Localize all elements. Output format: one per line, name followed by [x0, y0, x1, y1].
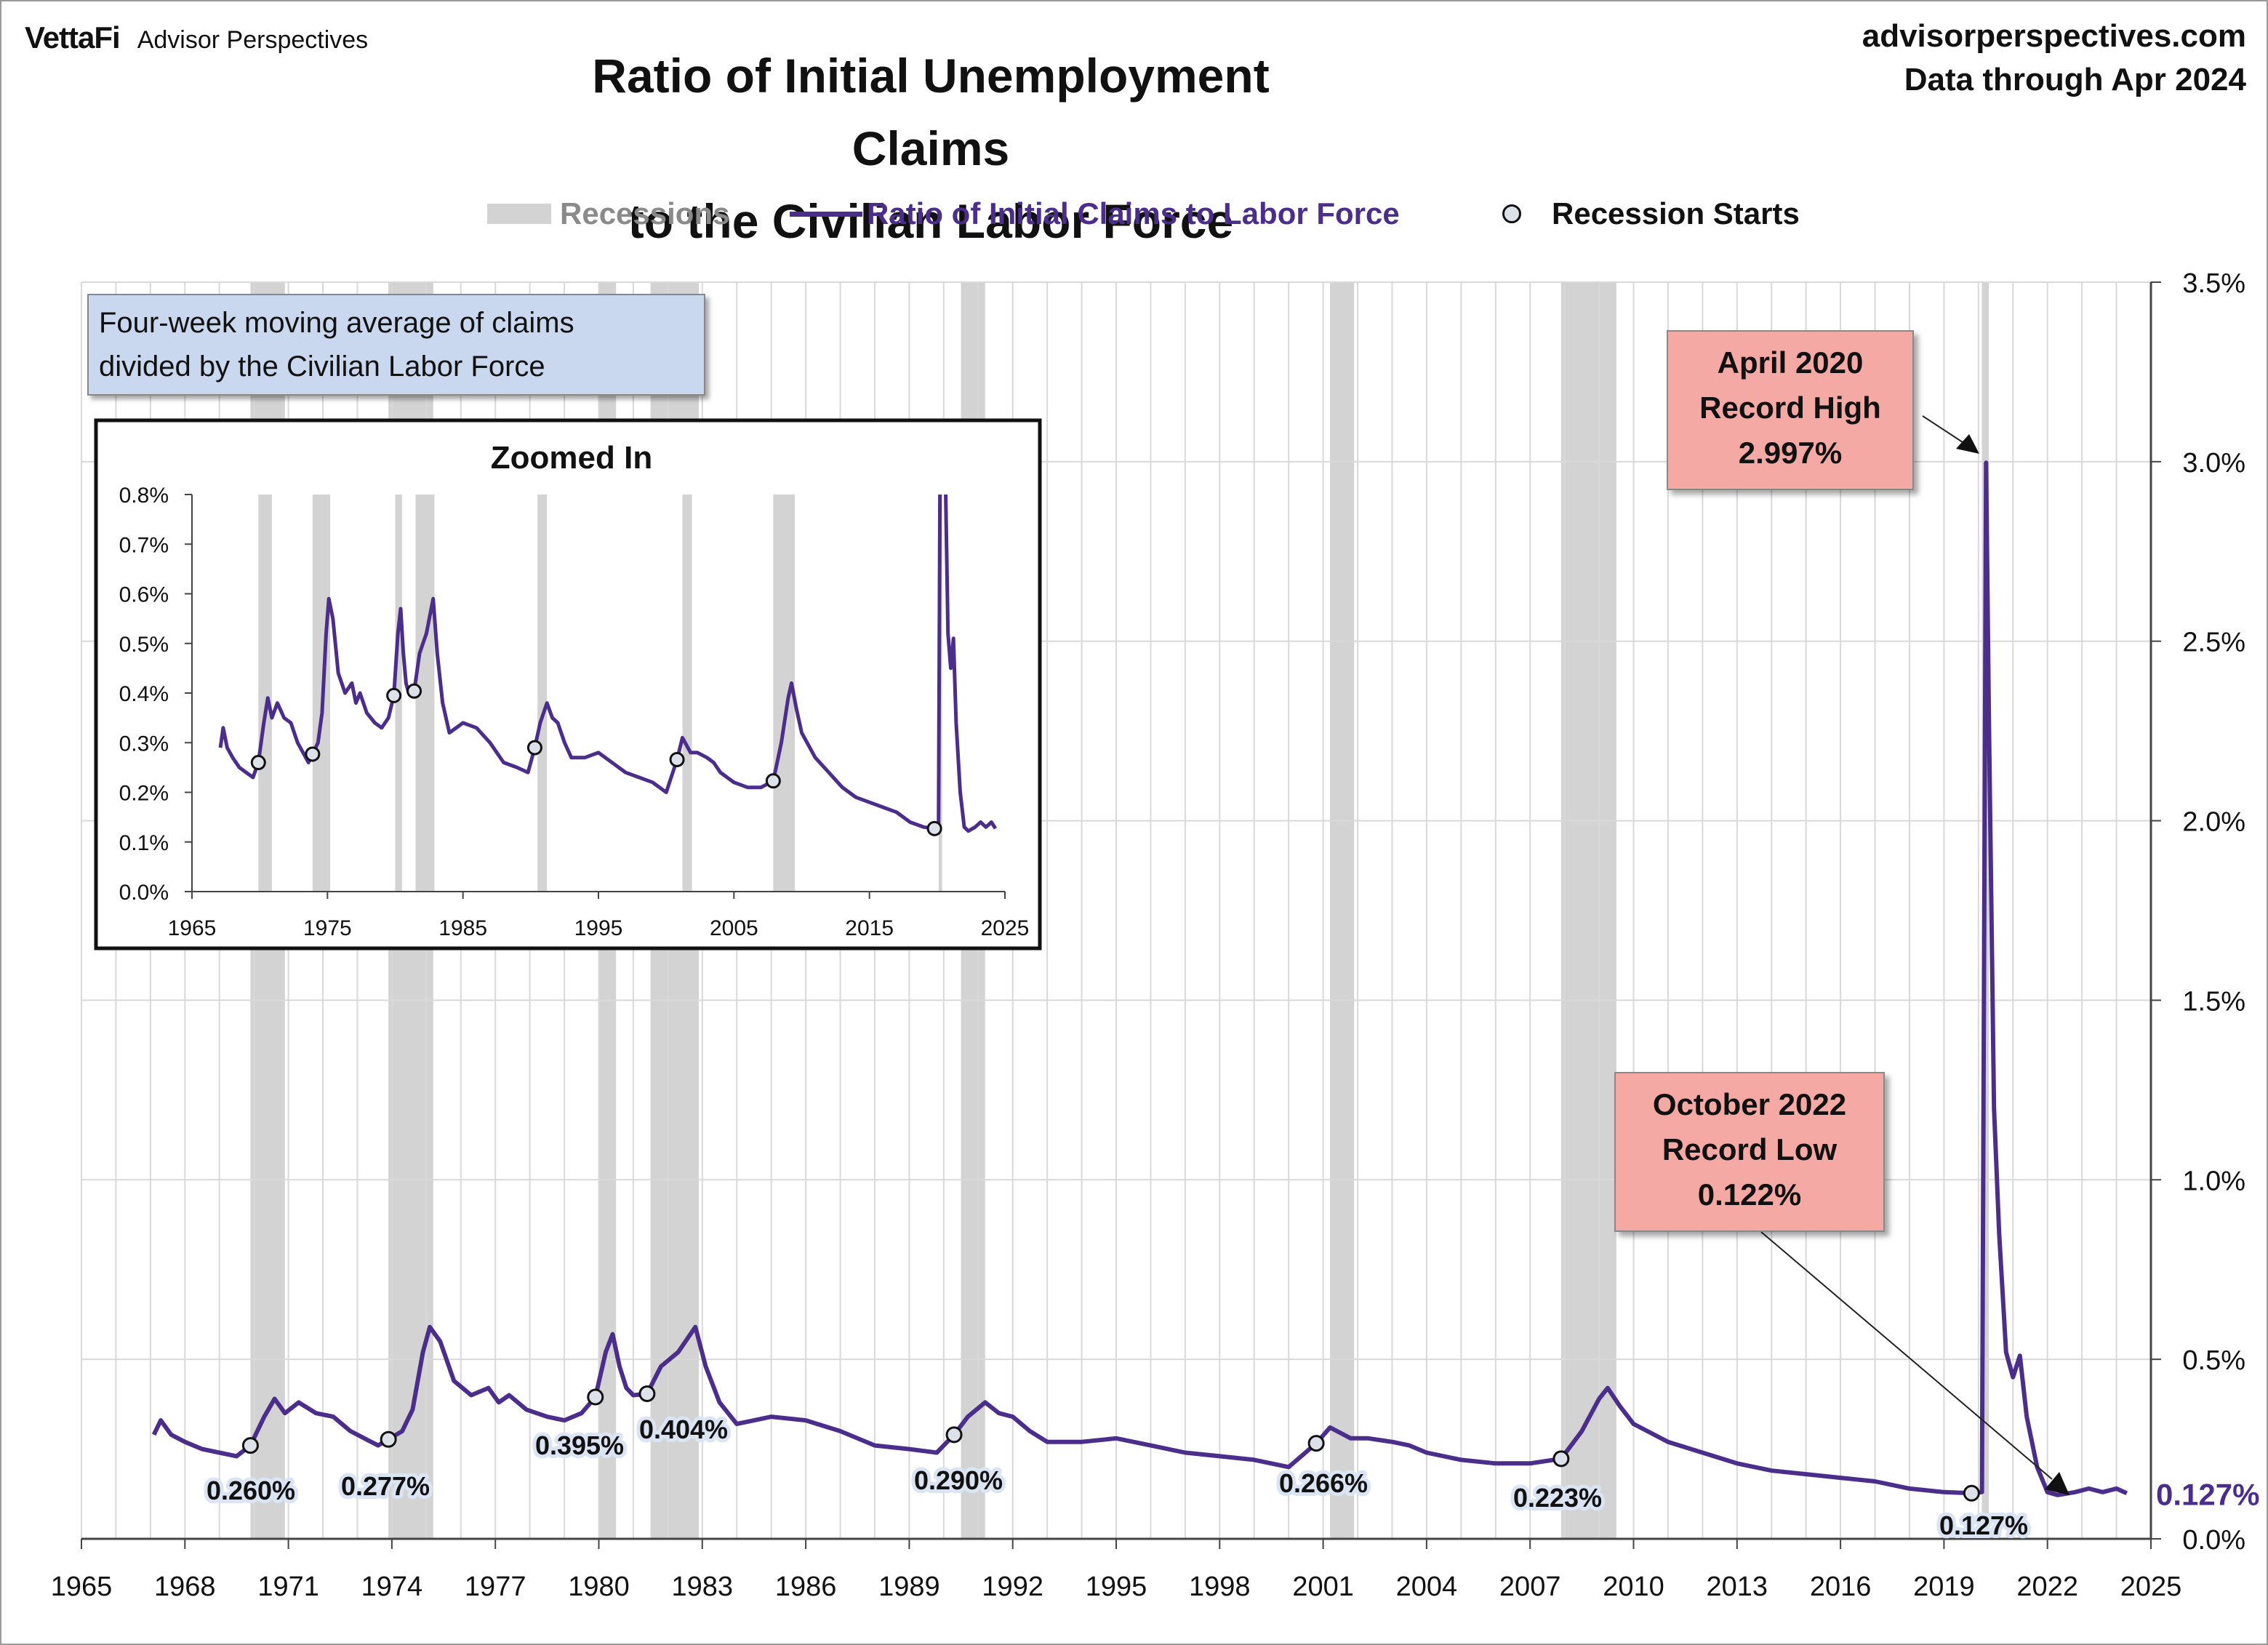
recession-start-label: 0.266% [1279, 1468, 1368, 1498]
source-info: advisorperspectives.com Data through Apr… [1862, 15, 2246, 102]
x-tick-label: 1968 [154, 1572, 216, 1602]
recession-start-marker [241, 1437, 259, 1454]
recession-start-label: 0.395% [535, 1430, 624, 1460]
callout-low-arrowhead [2045, 1472, 2069, 1495]
x-tick-label: 2013 [1707, 1572, 1768, 1602]
callout-high-arrowhead [1956, 434, 1979, 454]
y-tick-label: 0.5% [2182, 1345, 2245, 1376]
x-tick-label: 2004 [1396, 1572, 1458, 1602]
legend-recessions-label: Recessions [560, 196, 730, 231]
ratio-series-line [151, 460, 2128, 1497]
x-tick-label: 1995 [1086, 1572, 1147, 1602]
note-line-1: Four-week moving average of claims [99, 307, 574, 339]
x-tick-label: 1980 [568, 1572, 630, 1602]
callout-high-line-3: 2.997% [1738, 436, 1843, 470]
legend-recessions-swatch [487, 204, 551, 224]
recession-start-label: 0.223% [1513, 1483, 1602, 1513]
recession-start-marker [1963, 1484, 1980, 1502]
recession-band-6 [1560, 282, 1616, 1539]
legend-ratio-label: Ratio of Initial Claims to Labor Force [867, 196, 1400, 231]
y-tick-label: 1.5% [2182, 986, 2245, 1017]
x-tick-label: 2025 [2120, 1572, 2182, 1602]
callout-low-line-1: October 2022 [1652, 1087, 1847, 1121]
x-tick-label: 1965 [51, 1572, 113, 1602]
recession-start-marker [587, 1388, 604, 1406]
callout-low-line-3: 0.122% [1697, 1177, 1802, 1212]
y-tick-label: 1.0% [2182, 1166, 2245, 1196]
x-tick-label: 2022 [2016, 1572, 2078, 1602]
note-line-2: divided by the Civilian Labor Force [99, 351, 545, 383]
legend-starts-marker [1502, 204, 1521, 223]
recession-band-5 [1330, 282, 1355, 1539]
last-value-label: 0.127% [2156, 1477, 2259, 1511]
brand-main: VettaFi [25, 20, 121, 55]
y-tick-label: 3.5% [2182, 268, 2245, 299]
callout-low-line-2: Record Low [1662, 1132, 1838, 1166]
x-tick-label: 2019 [1913, 1572, 1975, 1602]
callout-record-high: April 2020 Record High 2.997% [1667, 330, 1914, 490]
x-tick-label: 1974 [361, 1572, 423, 1602]
brand-sub: Advisor Perspectives [137, 26, 369, 54]
x-tick-label: 2007 [1499, 1572, 1561, 1602]
legend-recessions: Recessions [487, 196, 729, 231]
recession-start-marker [1552, 1450, 1570, 1468]
x-tick-label: 1986 [775, 1572, 837, 1602]
x-tick-label: 1971 [257, 1572, 319, 1602]
recession-start-marker [638, 1385, 656, 1403]
recession-start-marker [1307, 1435, 1325, 1452]
callout-high-line-2: Record High [1699, 391, 1881, 425]
title-line-1: Ratio of Initial Unemployment Claims [592, 49, 1270, 175]
y-tick-label: 2.5% [2182, 628, 2245, 658]
x-tick-label: 1992 [982, 1572, 1043, 1602]
callout-record-low: October 2022 Record Low 0.122% [1614, 1072, 1885, 1232]
legend-ratio-swatch [790, 211, 862, 217]
title-line-2: to the Civilian Labor Force [628, 194, 1234, 248]
recession-start-marker [380, 1430, 397, 1448]
site-url: advisorperspectives.com [1862, 18, 2246, 54]
x-tick-label: 2010 [1603, 1572, 1664, 1602]
data-through: Data through Apr 2024 [1904, 62, 2246, 97]
x-tick-label: 1977 [465, 1572, 526, 1602]
callout-high-line-1: April 2020 [1717, 345, 1864, 380]
recession-band-0 [250, 282, 285, 1539]
recession-start-label: 0.277% [341, 1471, 430, 1501]
brand-logo: VettaFi Advisor Perspectives [25, 20, 368, 55]
x-tick-label: 1989 [878, 1572, 940, 1602]
x-tick-label: 2001 [1292, 1572, 1354, 1602]
recession-band-4 [961, 282, 985, 1539]
legend-starts: Recession Starts [1502, 196, 1800, 231]
recession-start-label: 0.127% [1939, 1510, 2028, 1540]
callout-high-leader [1922, 415, 1966, 444]
chart-title: Ratio of Initial Unemployment Claims to … [567, 39, 1294, 257]
recession-band-3 [650, 282, 700, 1539]
legend-starts-label: Recession Starts [1552, 196, 1800, 231]
chart-note: Four-week moving average of claims divid… [87, 294, 705, 396]
x-tick-label: 1998 [1189, 1572, 1251, 1602]
recession-start-label: 0.404% [639, 1414, 728, 1444]
x-tick-label: 1983 [672, 1572, 734, 1602]
recession-start-label: 0.260% [207, 1476, 295, 1505]
y-tick-label: 0.0% [2182, 1525, 2245, 1556]
y-tick-label: 3.0% [2182, 448, 2245, 479]
callout-low-leader [1760, 1231, 2053, 1480]
legend-ratio: Ratio of Initial Claims to Labor Force [790, 196, 1400, 231]
recession-start-label: 0.290% [914, 1465, 1003, 1495]
y-tick-label: 2.0% [2182, 807, 2245, 838]
x-tick-label: 2016 [1810, 1572, 1872, 1602]
recession-start-marker [945, 1426, 963, 1444]
